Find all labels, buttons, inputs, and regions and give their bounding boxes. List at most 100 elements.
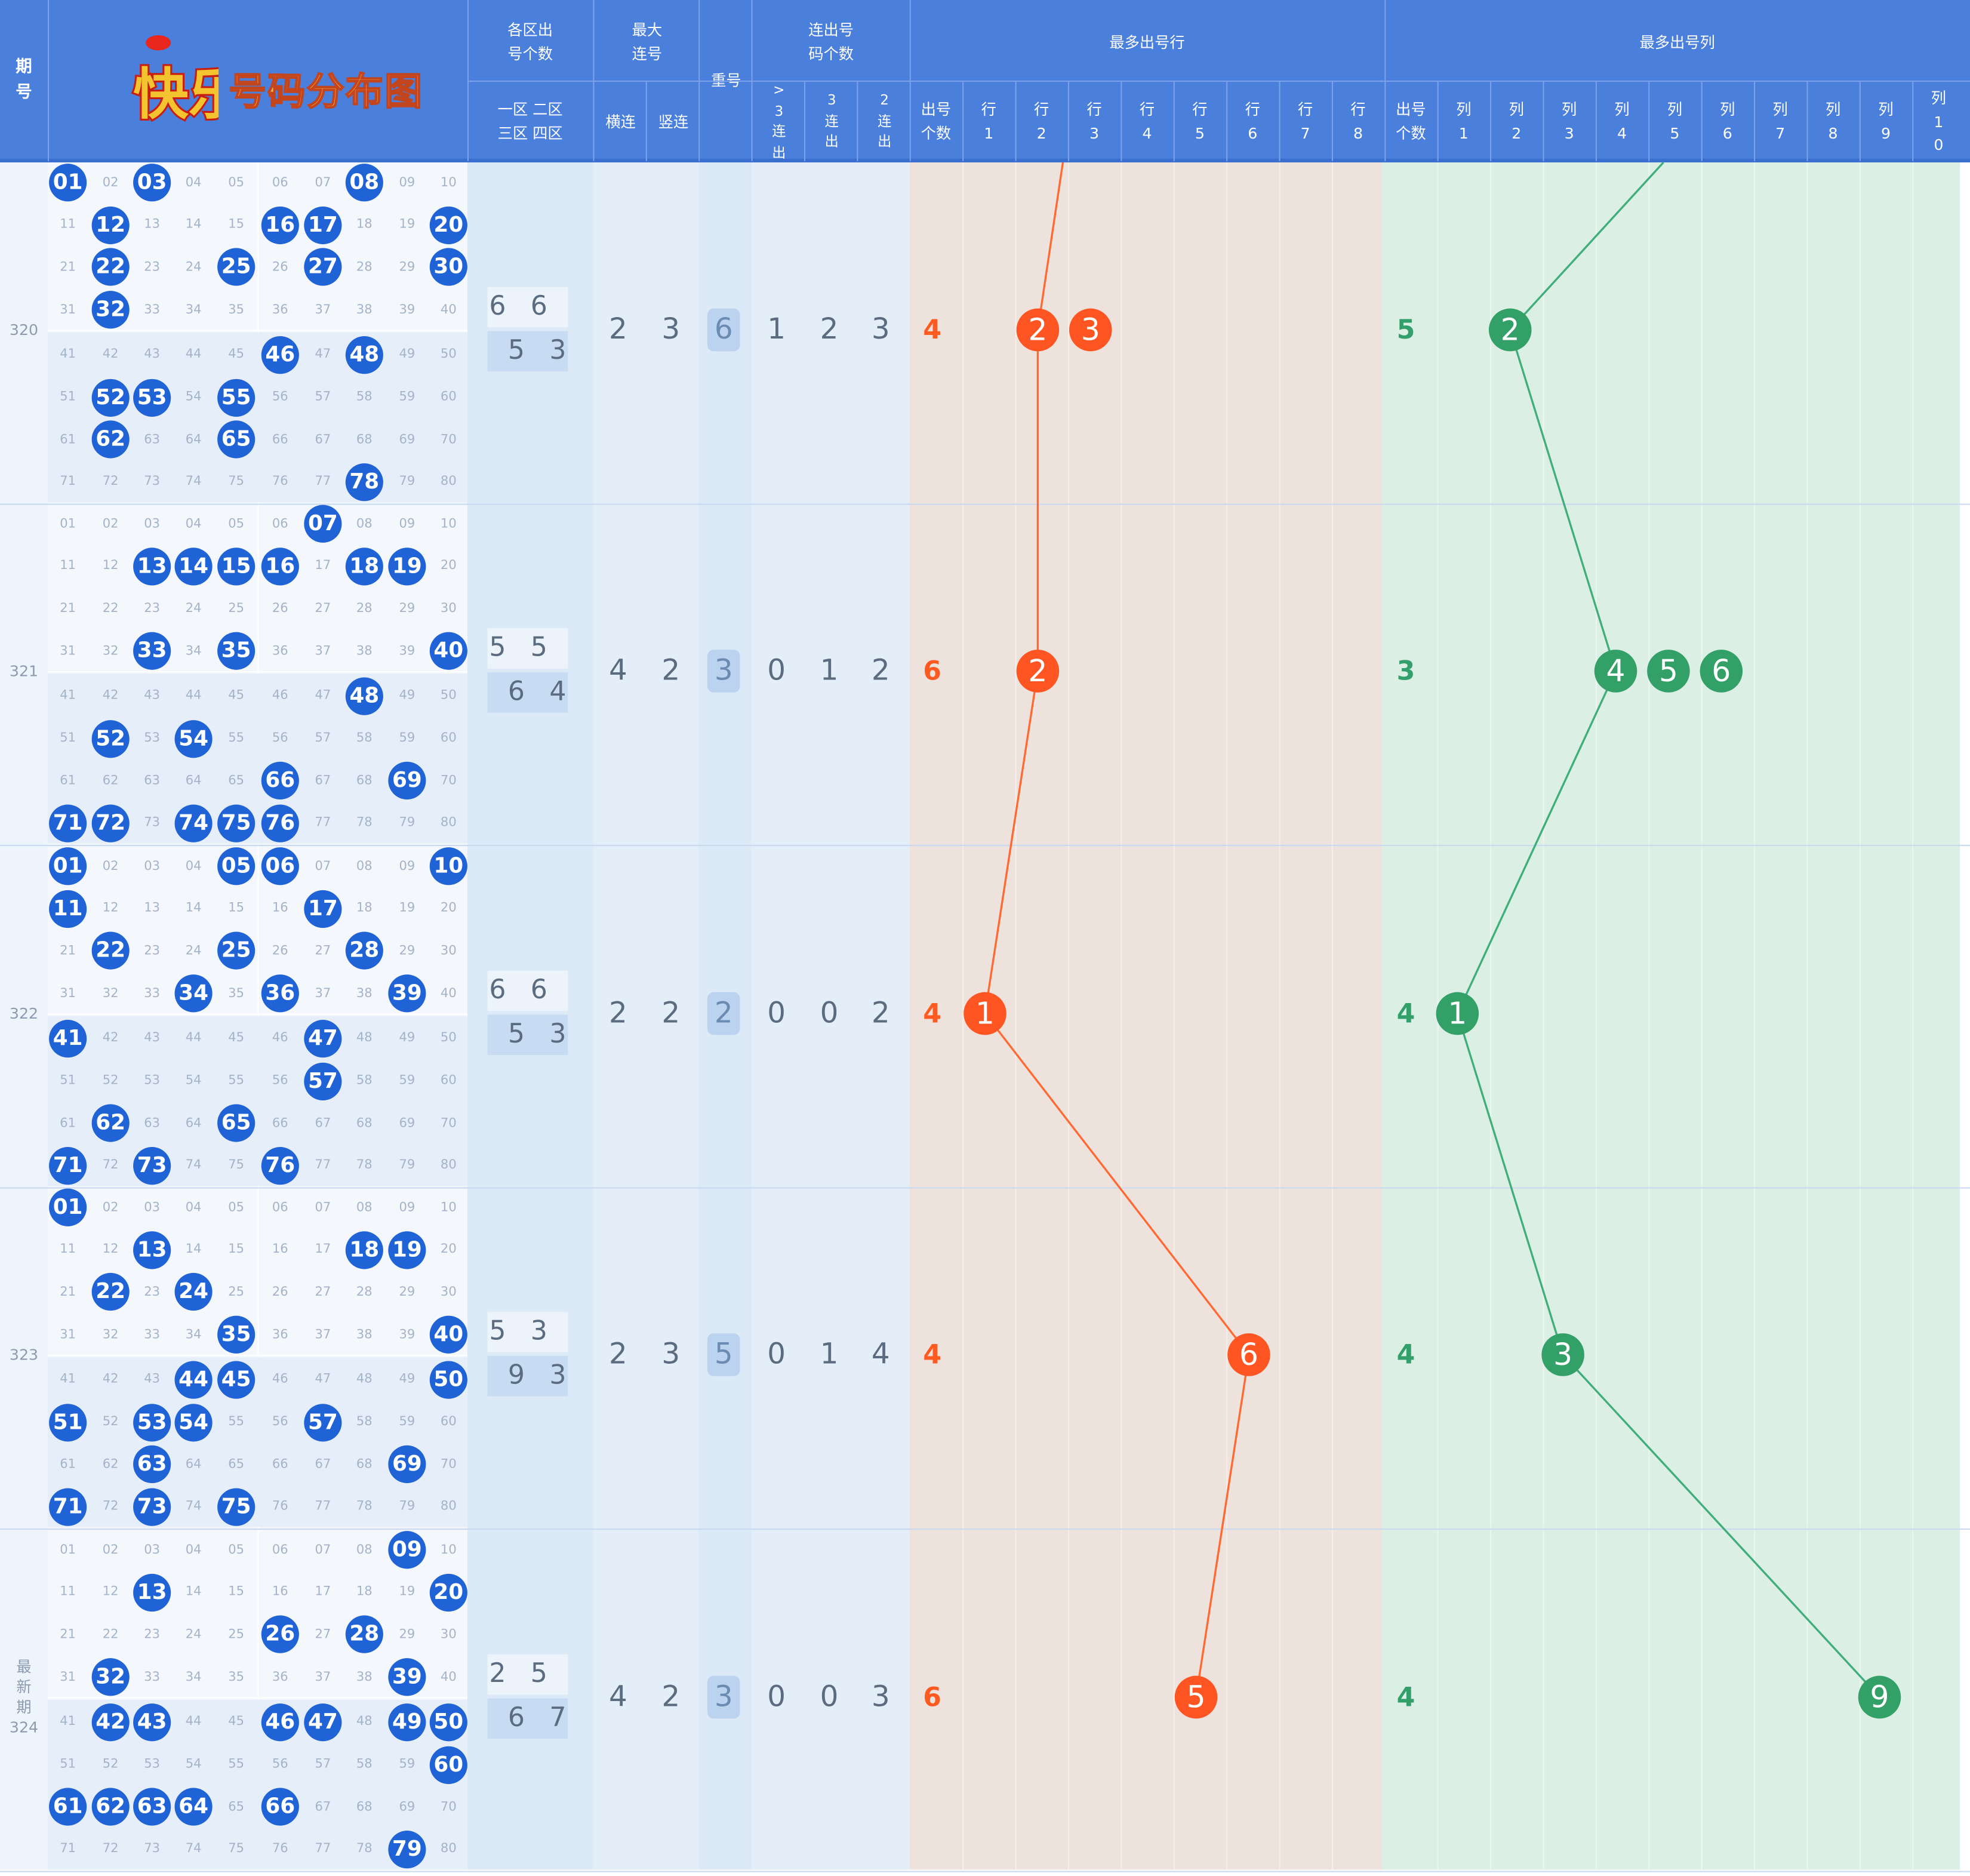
number: 32: [102, 986, 119, 1001]
drawn-number: 41: [49, 1019, 87, 1057]
repeat-count: 5: [707, 1333, 740, 1376]
zone-divider: [47, 671, 467, 673]
consec-count: 3: [871, 1681, 890, 1714]
period-label: 322: [0, 1004, 48, 1024]
drawn-number: 74: [174, 804, 213, 842]
number: 20: [440, 902, 457, 916]
consec-count: 0: [820, 1681, 839, 1714]
col-hit-count: 4: [1396, 1682, 1415, 1712]
number: 31: [60, 1327, 76, 1342]
number: 80: [440, 816, 457, 831]
divider: [1859, 80, 1861, 161]
number: 28: [356, 601, 373, 616]
period-label: 320: [0, 320, 48, 340]
number: 09: [399, 859, 415, 874]
number: 66: [272, 1457, 288, 1472]
divider: [1648, 80, 1650, 161]
number: 49: [399, 1373, 415, 1387]
number: 07: [315, 1200, 331, 1214]
number: 74: [185, 1842, 202, 1857]
number: 43: [144, 1373, 161, 1387]
number: 32: [102, 1327, 119, 1342]
divider: [1173, 80, 1175, 161]
zone-box-bottom: [487, 672, 568, 713]
number: 66: [272, 1116, 288, 1130]
number: 15: [228, 1243, 245, 1257]
number: 41: [60, 1373, 76, 1387]
horiz-consec: 2: [609, 1338, 627, 1371]
logo-text: 快乐8: [133, 62, 218, 127]
divider: [1067, 80, 1070, 161]
row-hit-count: 4: [923, 1339, 942, 1370]
row-header-2: 行2: [1034, 101, 1049, 143]
number: 78: [356, 1842, 373, 1857]
number: 70: [440, 1116, 457, 1130]
number: 43: [144, 347, 161, 362]
number: 12: [102, 1243, 119, 1257]
number: 10: [440, 1200, 457, 1214]
number: 14: [185, 1585, 202, 1600]
number: 56: [272, 1415, 288, 1429]
drawn-number: 75: [217, 1488, 256, 1526]
number: 76: [272, 1842, 288, 1857]
drawn-number: 25: [217, 248, 256, 287]
zone-count: 3: [549, 334, 567, 365]
zone-box-bottom: [487, 1014, 568, 1056]
zone-count: 3: [549, 1360, 567, 1391]
grid-line: [1121, 162, 1122, 1870]
period-label: 321: [0, 661, 48, 681]
number: 61: [60, 774, 76, 788]
divider: [804, 80, 806, 161]
number: 68: [356, 774, 373, 788]
number: 75: [228, 475, 245, 489]
row-hit-count: 4: [923, 998, 942, 1029]
period-separator: [0, 844, 1970, 845]
number: 38: [356, 303, 373, 317]
number: 09: [399, 176, 415, 190]
page-title: 号码分布图: [228, 70, 424, 115]
grid-line: [1859, 162, 1861, 1870]
number: 07: [315, 859, 331, 874]
zone-box-top: [487, 1312, 568, 1352]
consec-count: 4: [871, 1338, 890, 1371]
number: 63: [144, 774, 161, 788]
period-separator: [0, 503, 1970, 505]
number: 77: [315, 1158, 331, 1173]
drawn-number: 26: [261, 1616, 299, 1654]
number: 41: [60, 1715, 76, 1729]
zone-count: 5: [530, 632, 547, 663]
number: 05: [228, 516, 245, 531]
drawn-number: 71: [49, 1488, 87, 1526]
number: 72: [102, 1842, 119, 1857]
zone-count: 7: [549, 1702, 567, 1733]
number: 58: [356, 731, 373, 746]
number: 60: [440, 1415, 457, 1429]
grid-line: [1015, 162, 1017, 1870]
zone-count: 3: [530, 1315, 547, 1346]
number: 38: [356, 644, 373, 658]
repeat-count: 6: [707, 308, 740, 352]
consec-count: 0: [820, 997, 839, 1030]
number: 14: [185, 218, 202, 232]
drawn-number: 35: [217, 632, 256, 671]
number: 46: [272, 1373, 288, 1387]
number: 29: [399, 944, 415, 958]
drawn-number: 54: [174, 719, 213, 758]
drawn-number: 46: [261, 336, 299, 374]
drawn-number: 40: [429, 1315, 467, 1354]
number: 14: [185, 902, 202, 916]
drawn-number: 19: [388, 1231, 426, 1269]
number: 68: [356, 1457, 373, 1472]
number: 23: [144, 1285, 161, 1299]
max-col-ball: 1: [1436, 992, 1479, 1035]
number: 40: [440, 986, 457, 1001]
col-header-9: 列9: [1878, 101, 1894, 143]
number: 58: [356, 1757, 373, 1772]
number: 73: [144, 1842, 161, 1857]
number: 06: [272, 1543, 288, 1557]
col-count-header: 出号个数: [1396, 101, 1426, 143]
number: 09: [399, 1200, 415, 1214]
number: 24: [185, 601, 202, 616]
consec-col-header: 3连出: [824, 92, 839, 150]
drawn-number: 25: [217, 932, 256, 970]
